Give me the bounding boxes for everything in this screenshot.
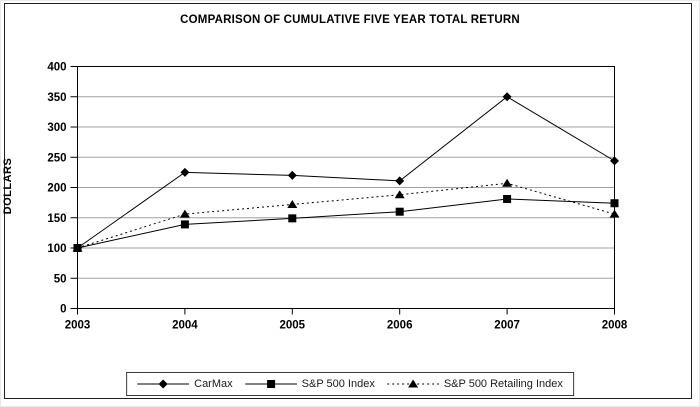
legend: CarMax S&P 500 Index S&P 500 Retailing I…: [126, 372, 574, 396]
chart-title: COMPARISON OF CUMULATIVE FIVE YEAR TOTAL…: [180, 14, 520, 26]
sp500-line-square-icon: [244, 378, 297, 390]
svg-text:250: 250: [47, 152, 66, 164]
svg-text:2003: 2003: [65, 320, 91, 332]
legend-label-sp500: S&P 500 Index: [301, 378, 375, 390]
svg-text:2007: 2007: [494, 320, 520, 332]
sp500-retailing-dotted-triangle-icon: [386, 378, 439, 390]
legend-item-sp500: S&P 500 Index: [244, 378, 375, 390]
chart-outer-border: [4, 3, 692, 399]
svg-text:400: 400: [47, 62, 66, 74]
legend-label-sp500-retailing: S&P 500 Retailing Index: [443, 378, 563, 390]
svg-text:2008: 2008: [602, 320, 628, 332]
legend-item-carmax: CarMax: [137, 378, 233, 390]
svg-text:200: 200: [47, 183, 66, 195]
carmax-line-diamond-icon: [137, 378, 190, 390]
svg-text:2005: 2005: [280, 320, 306, 332]
svg-text:100: 100: [47, 243, 66, 255]
svg-text:50: 50: [54, 273, 67, 285]
svg-text:150: 150: [47, 213, 66, 225]
svg-text:2004: 2004: [172, 320, 198, 332]
svg-text:350: 350: [47, 92, 66, 104]
svg-text:2006: 2006: [387, 320, 413, 332]
svg-text:0: 0: [60, 304, 66, 316]
legend-item-sp500-retailing: S&P 500 Retailing Index: [386, 378, 563, 390]
legend-label-carmax: CarMax: [194, 378, 233, 390]
svg-text:300: 300: [47, 122, 66, 134]
